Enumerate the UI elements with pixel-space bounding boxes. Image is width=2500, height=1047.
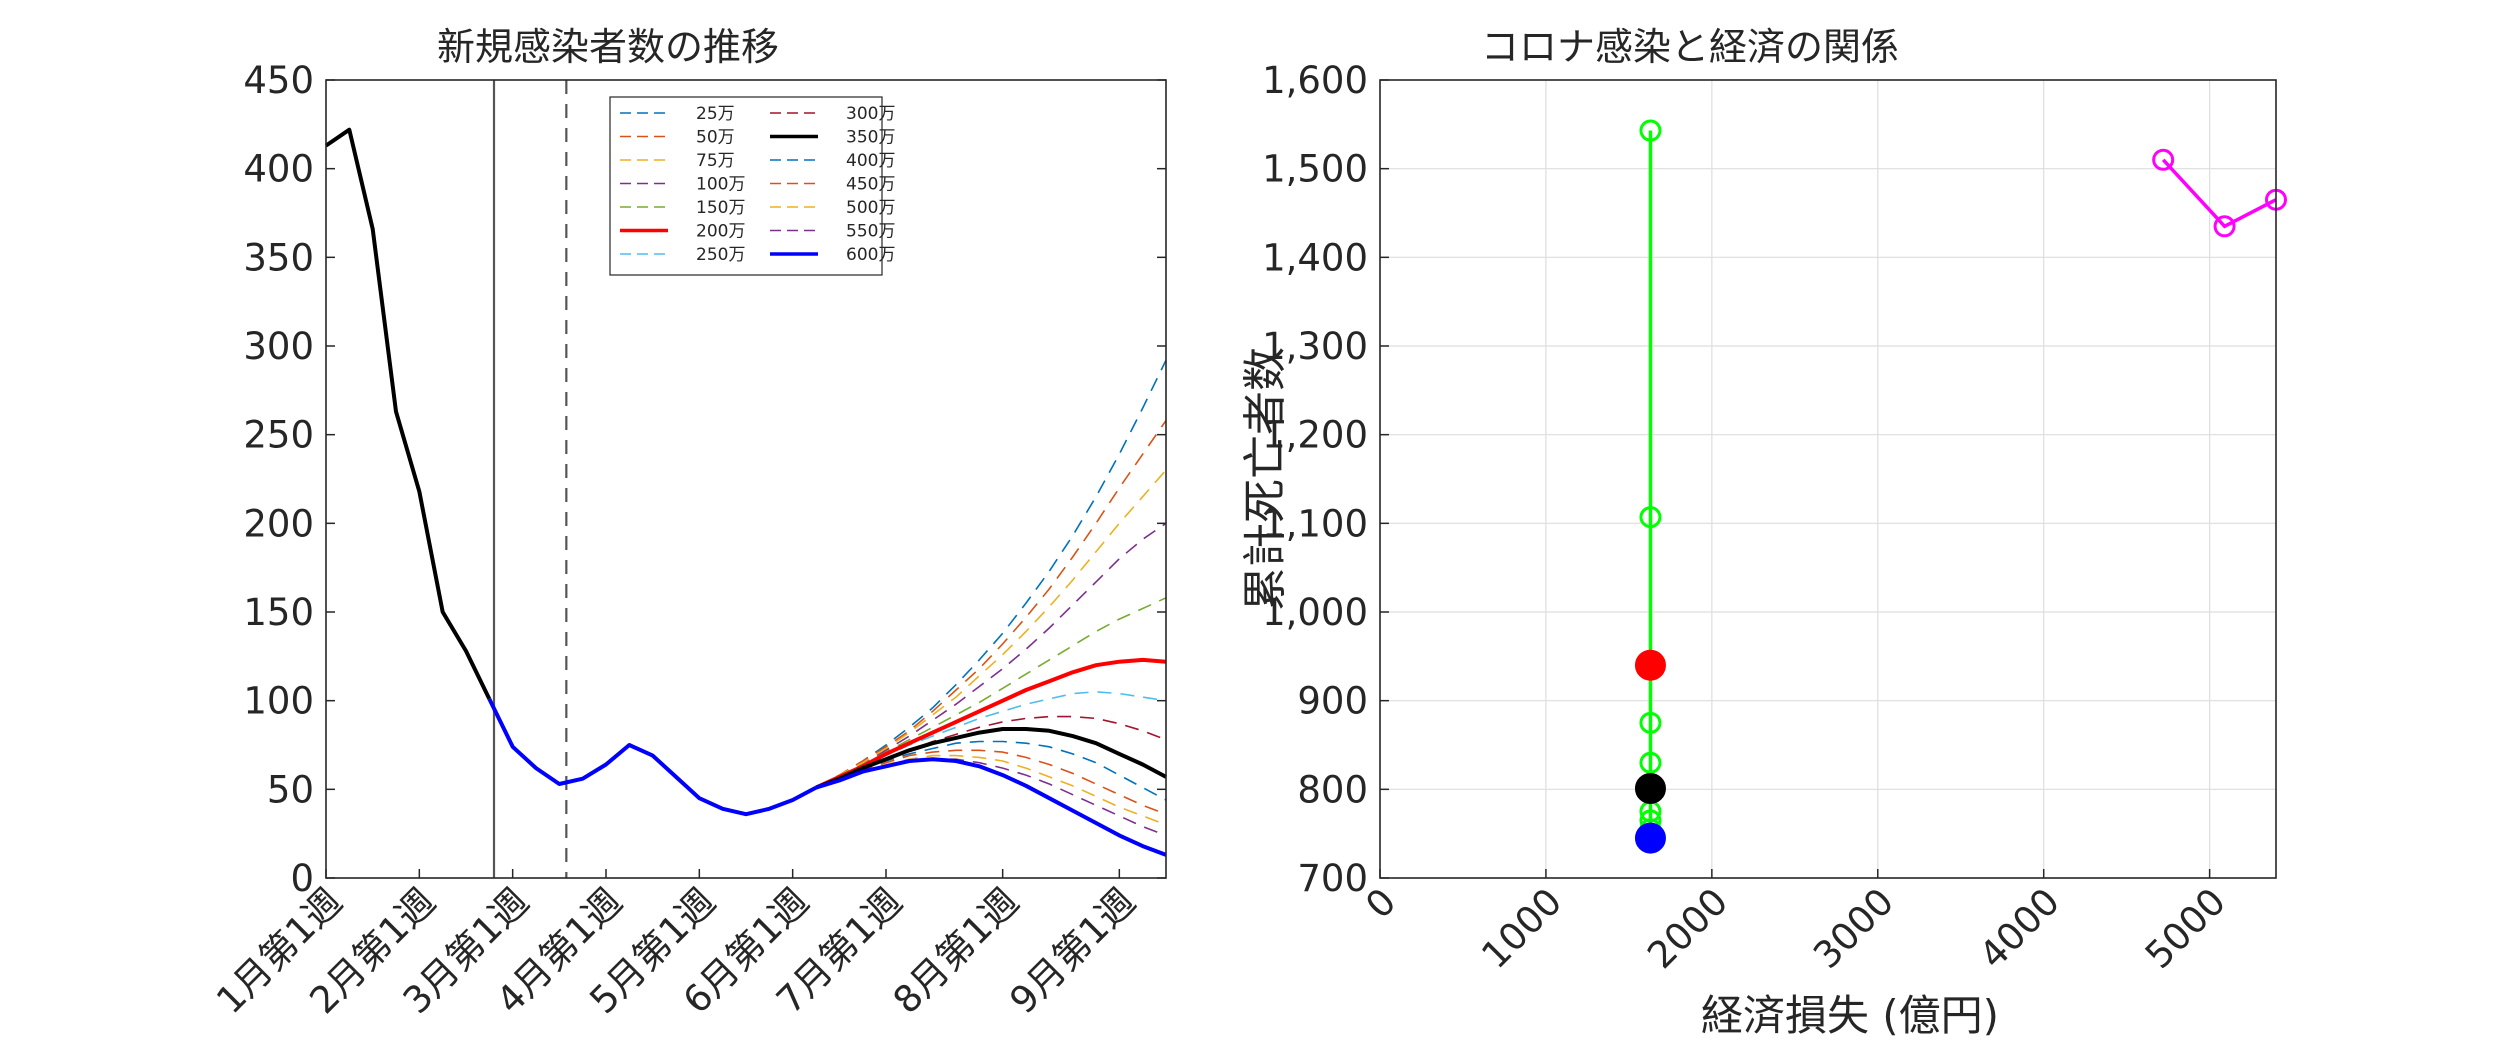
legend-label: 25万 (696, 104, 735, 124)
legend-label: 200万 (696, 222, 745, 242)
right-x-tick-label: 4000 (1971, 880, 2068, 977)
right-y-tick-label: 1,200 (1262, 414, 1368, 457)
legend-label: 500万 (846, 198, 895, 218)
magenta-series-line (2161, 158, 2277, 229)
highlight-point (1634, 649, 1666, 681)
highlight-point (1634, 772, 1666, 804)
right-y-tick-label: 700 (1297, 857, 1368, 900)
left-y-axis-ticks: 0 50 100 150 200 250 300 350 400 450 (243, 59, 1166, 900)
legend-label: 450万 (846, 175, 895, 195)
green-series-point (1639, 711, 1662, 734)
legend-label: 600万 (846, 245, 895, 265)
left-y-tick-label: 250 (243, 414, 314, 457)
left-legend: 25万 50万 75万 100万 150万 200万 250万 300万 350万 400万 450… (609, 96, 895, 276)
left-legend-box (609, 96, 883, 276)
left-y-tick-label: 450 (243, 59, 314, 102)
left-x-tick-label: 9月第1週 (1002, 880, 1144, 1022)
right-x-tick-label: 5000 (2137, 880, 2234, 977)
left-y-tick-label: 200 (243, 502, 314, 545)
right-y-tick-label: 800 (1297, 768, 1368, 811)
right-y-tick-label: 900 (1297, 680, 1368, 723)
right-series (1634, 119, 2287, 854)
right-y-tick-label: 1,400 (1262, 236, 1368, 279)
scenario-line-450万 (815, 749, 1167, 815)
legend-label: 300万 (846, 104, 895, 124)
right-y-tick-label: 1,100 (1262, 502, 1368, 545)
right-grid (1380, 80, 2276, 878)
legend-label: 100万 (696, 175, 745, 195)
left-y-tick-label: 0 (290, 857, 314, 900)
scenario-line-75万 (815, 469, 1167, 789)
history-line-segment (324, 127, 492, 700)
scenario-line-550万 (815, 758, 1167, 837)
scenario-line-250万 (815, 691, 1167, 789)
left-y-tick-label: 350 (243, 236, 314, 279)
left-scenario-curves (815, 359, 1167, 857)
right-y-tick-label: 1,500 (1262, 148, 1368, 191)
scenario-line-500万 (815, 754, 1167, 826)
left-y-tick-label: 50 (267, 768, 314, 811)
left-y-tick-label: 300 (243, 325, 314, 368)
scenario-line-150万 (815, 597, 1167, 789)
right-y-tick-label: 1,600 (1262, 59, 1368, 102)
magenta-series-point (2152, 148, 2175, 171)
legend-label: 50万 (696, 128, 735, 148)
left-chart-title: 新規感染者数の推移 (437, 25, 779, 69)
right-x-tick-label: 3000 (1805, 880, 1902, 977)
left-chart: 新規感染者数の推移 0 50 100 150 200 250 300 350 400 450 1月… (208, 25, 1167, 1022)
magenta-series-point (2213, 215, 2236, 238)
right-y-axis-ticks: 700 800 900 1,000 1,100 1,200 1,300 1,400 1,500 1… (1262, 59, 1389, 900)
scenario-line-200万 (815, 657, 1167, 790)
legend-label: 75万 (696, 151, 735, 171)
legend-label: 350万 (846, 128, 895, 148)
green-series-point (1639, 119, 1662, 142)
green-series-point (1639, 506, 1662, 529)
green-series-point (1639, 751, 1662, 774)
right-x-tick-label: 1000 (1473, 880, 1570, 977)
left-y-tick-label: 400 (243, 148, 314, 191)
left-x-tick-label: 8月第1週 (885, 880, 1027, 1022)
highlight-point (1634, 822, 1666, 854)
right-x-axis-label: 経済損失 (億円) (1701, 991, 1999, 1040)
scenario-line-300万 (815, 715, 1167, 789)
legend-label: 400万 (846, 151, 895, 171)
right-chart-title: コロナ感染と経済の関係 (1481, 25, 1899, 69)
scenario-line-600万 (815, 757, 1167, 857)
scenario-line-400万 (815, 740, 1167, 801)
left-x-axis-ticks: 1月第1週2月第1週3月第1週4月第1週5月第1週6月第1週7月第1週8月第1週… (208, 869, 1144, 1022)
left-reference-lines (492, 80, 568, 878)
right-y-tick-label: 1,300 (1262, 325, 1368, 368)
scenario-line-50万 (815, 420, 1167, 789)
right-y-tick-label: 1,000 (1262, 591, 1368, 634)
right-plot-frame (1379, 79, 2277, 879)
scenario-line-100万 (815, 522, 1167, 789)
left-plot-frame (325, 79, 1167, 879)
legend-label: 550万 (846, 222, 895, 242)
legend-label: 150万 (696, 198, 745, 218)
right-x-axis-ticks: 0 1000 2000 3000 4000 5000 (1357, 869, 2234, 977)
left-y-tick-label: 100 (243, 680, 314, 723)
right-plot-area (1380, 80, 2276, 878)
right-x-tick-label: 2000 (1639, 880, 1736, 977)
legend-label: 250万 (696, 245, 745, 265)
history-line-segment (487, 698, 817, 817)
left-history-curve (324, 127, 817, 817)
right-chart: コロナ感染と経済の関係 700 800 900 1,000 1,100 1,200 1,30… (1240, 25, 2287, 1040)
scenario-line-350万 (815, 727, 1167, 790)
right-y-axis-label: 累計死亡者数 (1240, 347, 1291, 611)
left-y-tick-label: 150 (243, 591, 314, 634)
